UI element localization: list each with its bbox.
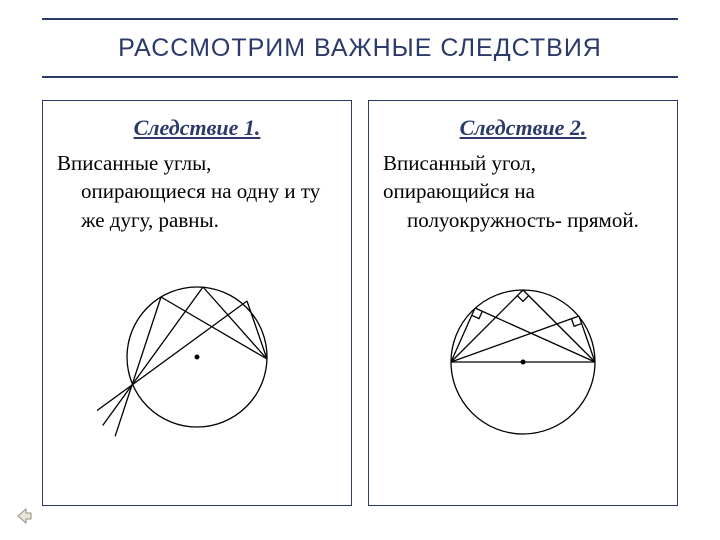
- diagram-2-svg: [423, 280, 623, 450]
- corollary-2-heading: Следствие 2.: [383, 115, 663, 141]
- diagram-1: [57, 234, 337, 495]
- corollary-2-line3-text: полуокружность- прямой.: [383, 206, 663, 234]
- back-arrow-button[interactable]: [14, 506, 34, 526]
- corollary-2-line1: Вписанный угол,: [383, 149, 663, 177]
- panel-right: Следствие 2. Вписанный угол, опирающийся…: [368, 100, 678, 506]
- diagram-1-svg: [97, 277, 297, 452]
- corollary-1-line2: опирающиеся на одну и ту же дугу, равны.: [57, 177, 337, 234]
- diagram-2: [383, 234, 663, 495]
- corollary-1-heading: Следствие 1.: [57, 115, 337, 141]
- panels-row: Следствие 1. Вписанные углы, опирающиеся…: [42, 100, 678, 506]
- back-arrow-icon: [14, 506, 34, 526]
- panel-left: Следствие 1. Вписанные углы, опирающиеся…: [42, 100, 352, 506]
- page-title: РАССМОТРИМ ВАЖНЫЕ СЛЕДСТВИЯ: [118, 34, 602, 63]
- corollary-1-line2-text: опирающиеся на одну и ту же дугу, равны.: [57, 177, 337, 234]
- corollary-2-line2: опирающийся на: [383, 177, 663, 205]
- title-bar: РАССМОТРИМ ВАЖНЫЕ СЛЕДСТВИЯ: [42, 18, 678, 78]
- corollary-2-line3: полуокружность- прямой.: [383, 206, 663, 234]
- corollary-1-line1: Вписанные углы,: [57, 149, 337, 177]
